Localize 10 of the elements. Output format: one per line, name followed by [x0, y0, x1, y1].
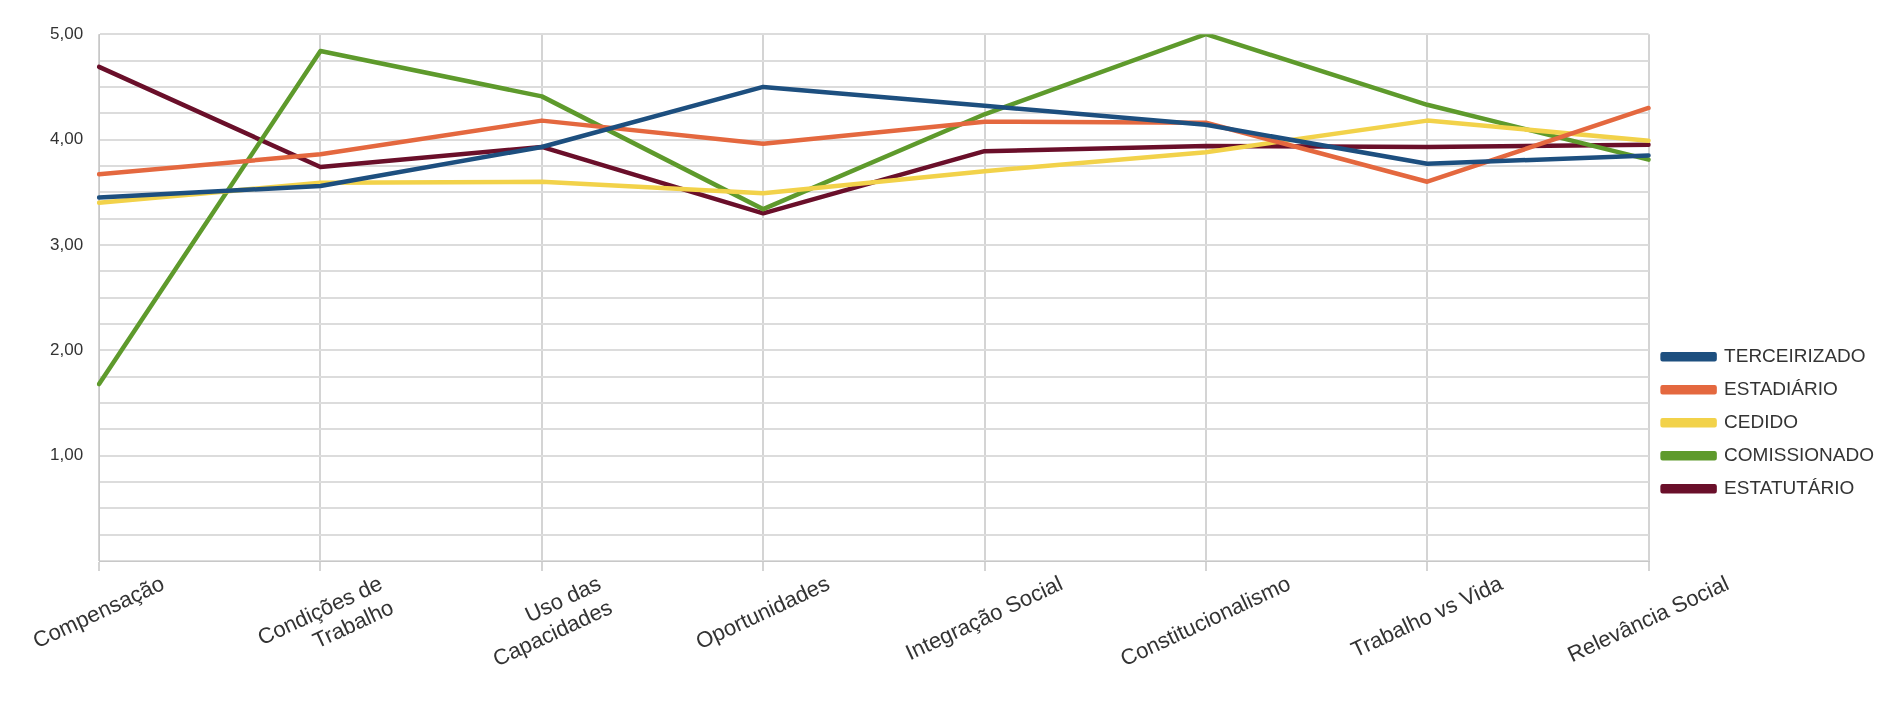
- legend-label: ESTATUTÁRIO: [1724, 476, 1855, 498]
- legend-label: ESTADIÁRIO: [1724, 377, 1838, 399]
- y-tick-label: 1,00: [49, 445, 84, 465]
- y-tick-label: 2,00: [49, 340, 84, 360]
- legend-label: COMISSIONADO: [1724, 443, 1874, 465]
- legend-label: CEDIDO: [1724, 410, 1798, 432]
- y-tick-label: 5,00: [49, 23, 84, 43]
- y-tick-label: 3,00: [49, 234, 84, 254]
- legend-label: TERCEIRIZADO: [1724, 344, 1866, 366]
- y-tick-label: 4,00: [49, 129, 84, 149]
